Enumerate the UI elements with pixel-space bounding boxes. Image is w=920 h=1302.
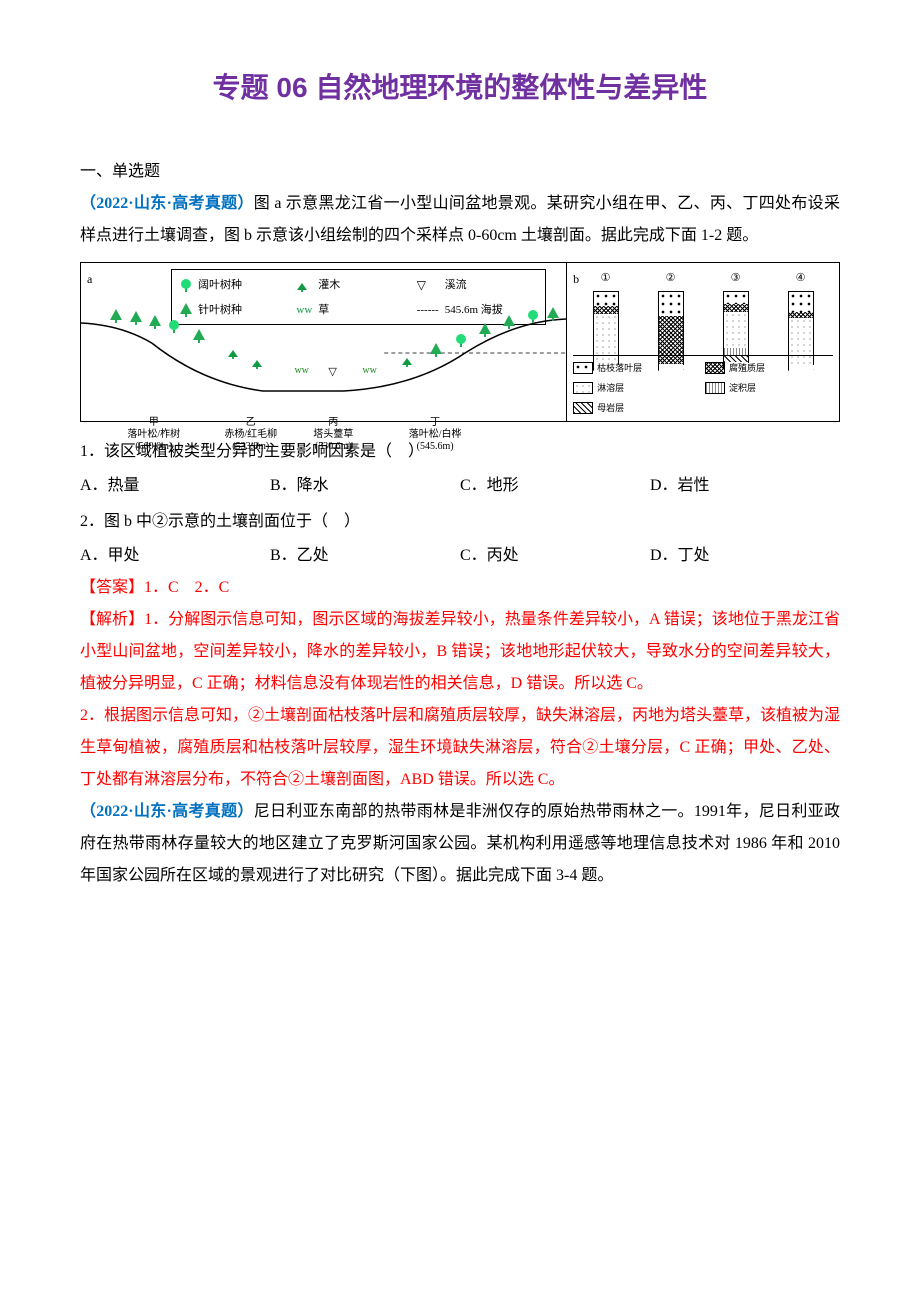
soil-layer-litter — [594, 292, 618, 306]
figure-panel-b: b ①②③④ 枯枝落叶层 腐殖质层 淋溶层 淀积层 母岩层 — [567, 263, 839, 421]
panel-a-label: a — [87, 267, 92, 291]
soil-column: ② — [657, 267, 685, 357]
soil-column-number: ④ — [796, 267, 806, 289]
answer-1-2: 【答案】1．C 2．C — [80, 572, 840, 604]
q2-option-c: C．丙处 — [460, 540, 650, 572]
legend-litter: 枯枝落叶层 — [597, 359, 701, 377]
soil-column: ③ — [722, 267, 750, 357]
q1-option-c: C．地形 — [460, 470, 650, 502]
conifer-icon — [503, 315, 515, 329]
soil-column: ④ — [787, 267, 815, 357]
question-2-stem: 2．图 b 中②示意的土壤剖面位于（ ） — [80, 506, 840, 538]
q2-option-d: D．丁处 — [650, 540, 840, 572]
swatch-litter — [573, 362, 593, 374]
legend-illuvial: 淀积层 — [729, 379, 833, 397]
legend-humus: 腐殖质层 — [729, 359, 833, 377]
conifer-icon — [430, 343, 442, 357]
legend-shrub: 灌木 — [318, 274, 410, 296]
source-1: （2022·山东·高考真题） — [80, 195, 254, 212]
passage-2: （2022·山东·高考真题）尼日利亚东南部的热带雨林是非洲仅存的原始热带雨林之一… — [80, 796, 840, 892]
soil-profile — [593, 291, 619, 365]
terrain-svg — [81, 313, 566, 423]
soil-column: ① — [592, 267, 620, 357]
legend-broadleaf: 阔叶树种 — [198, 274, 290, 296]
conifer-icon — [547, 307, 559, 321]
soil-columns: ① ② ③ ④ — [573, 267, 833, 357]
broad-icon — [527, 309, 539, 323]
legend-eluvial: 淋溶层 — [597, 379, 701, 397]
swatch-humus — [705, 362, 725, 374]
q2-option-a: A．甲处 — [80, 540, 270, 572]
sample-point: 丁落叶松/白桦(545.6m) — [390, 417, 480, 453]
grass-icon: ww — [362, 361, 376, 381]
q1-option-d: D．岩性 — [650, 470, 840, 502]
grass-icon: ww — [294, 361, 308, 381]
swatch-eluvial — [573, 382, 593, 394]
soil-layer-litter — [724, 292, 748, 304]
shrub-icon — [296, 278, 308, 292]
soil-column-number: ① — [601, 267, 611, 289]
figure-1: a 阔叶树种 灌木 ▽ 溪流 针叶树种 ww 草 ------ 545.6m 海… — [80, 262, 840, 422]
conifer-icon — [110, 309, 122, 323]
soil-layer-eluvial — [724, 312, 748, 348]
q2-option-b: B．乙处 — [270, 540, 460, 572]
section-heading: 一、单选题 — [80, 156, 840, 188]
q1-option-b: B．降水 — [270, 470, 460, 502]
sample-point: 乙赤杨/红毛柳(533.8m) — [206, 417, 296, 453]
sample-point: 丙塔头薹草(530.6m) — [288, 417, 378, 453]
conifer-icon — [130, 311, 142, 325]
soil-layer-litter — [789, 292, 813, 312]
shrub-icon — [251, 355, 263, 369]
conifer-icon — [193, 329, 205, 343]
stream-icon: ▽ — [328, 361, 336, 383]
soil-profile — [658, 291, 684, 365]
sample-point: 甲落叶松/柞树(560.0m) — [109, 417, 199, 453]
explanation-1: 【解析】1．分解图示信息可知，图示区域的海拔差异较小，热量条件差异较小，A 错误… — [80, 604, 840, 700]
question-2-options: A．甲处 B．乙处 C．丙处 D．丁处 — [80, 540, 840, 572]
conifer-icon — [149, 315, 161, 329]
soil-layer-litter — [659, 292, 683, 316]
passage-1: （2022·山东·高考真题）图 a 示意黑龙江省一小型山间盆地景观。某研究小组在… — [80, 188, 840, 252]
broad-icon — [168, 319, 180, 333]
broadleaf-icon — [180, 278, 192, 292]
soil-column-number: ③ — [731, 267, 741, 289]
swatch-bedrock — [573, 402, 593, 414]
explanation-2: 2．根据图示信息可知，②土壤剖面枯枝落叶层和腐殖质层较厚，缺失淋溶层，丙地为塔头… — [80, 700, 840, 796]
soil-layer-humus — [594, 306, 618, 314]
broad-icon — [455, 333, 467, 347]
stream-icon: ▽ — [417, 273, 431, 297]
conifer-icon — [479, 323, 491, 337]
soil-layer-humus — [724, 304, 748, 312]
figure-panel-a: a 阔叶树种 灌木 ▽ 溪流 针叶树种 ww 草 ------ 545.6m 海… — [81, 263, 567, 421]
shrub-icon — [227, 345, 239, 359]
shrub-icon — [401, 353, 413, 367]
soil-profile — [788, 291, 814, 365]
legend-bedrock: 母岩层 — [597, 399, 701, 417]
legend-b: 枯枝落叶层 腐殖质层 淋溶层 淀积层 母岩层 — [573, 355, 833, 417]
source-2: （2022·山东·高考真题） — [80, 803, 254, 820]
q1-option-a: A．热量 — [80, 470, 270, 502]
soil-profile — [723, 291, 749, 363]
legend-stream: 溪流 — [445, 274, 537, 296]
question-1-options: A．热量 B．降水 C．地形 D．岩性 — [80, 470, 840, 502]
page-title: 专题 06 自然地理环境的整体性与差异性 — [80, 60, 840, 116]
swatch-illuvial — [705, 382, 725, 394]
soil-column-number: ② — [666, 267, 676, 289]
